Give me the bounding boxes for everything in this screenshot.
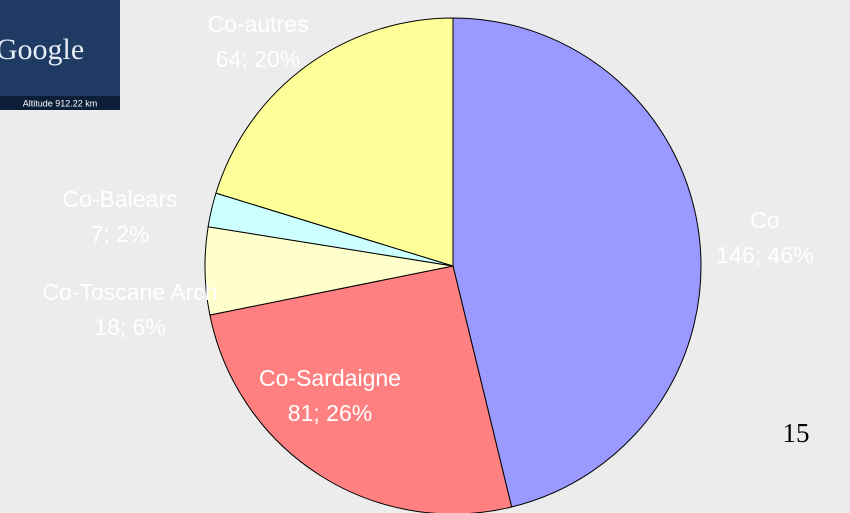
- value-label: 18; 6%: [94, 314, 166, 340]
- slice-label: Co-Sardaigne: [259, 365, 401, 391]
- slice-label: Co-autres: [208, 11, 309, 37]
- altitude-text: Altitude 912.22 km: [23, 98, 98, 108]
- slide: Google Altitude 912.22 km 15 Co 146; 46% C…: [0, 0, 850, 513]
- slice-label: Co-Balears: [62, 186, 177, 212]
- logo-thumbnail: Google Altitude 912.22 km: [0, 0, 120, 110]
- value-label: 81; 26%: [288, 400, 372, 426]
- slice-label: Co: [750, 207, 779, 233]
- value-label: 64; 20%: [216, 46, 300, 72]
- page-number: 15: [783, 418, 810, 448]
- value-label: 7; 2%: [91, 221, 150, 247]
- value-label: 146; 46%: [716, 242, 813, 268]
- slice-label: Co-Toscane Arch: [42, 279, 217, 305]
- pie-chart: [205, 18, 701, 513]
- logo-text: Google: [0, 33, 84, 66]
- page: Google Altitude 912.22 km 15 Co 146; 46% C…: [0, 0, 850, 513]
